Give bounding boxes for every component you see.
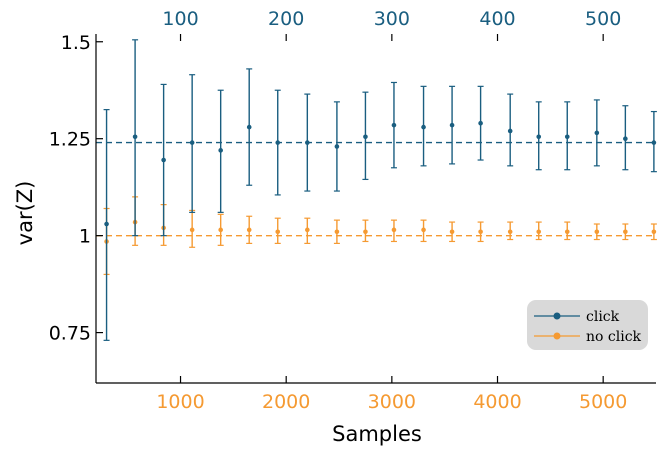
data-point-click [536, 134, 542, 140]
x-tick-label-top: 300 [374, 8, 410, 30]
x-tick-label-top: 500 [585, 8, 621, 30]
y-axis-title: var(Z) [13, 181, 37, 246]
data-point-no-click [275, 229, 281, 235]
data-point-click [246, 124, 252, 130]
data-point-click [564, 134, 570, 140]
data-point-no-click [391, 227, 397, 233]
data-point-no-click [246, 227, 252, 233]
data-point-no-click [421, 227, 426, 233]
data-point-no-click [334, 229, 340, 235]
data-point-click [104, 221, 109, 227]
legend: click no click [527, 300, 648, 350]
data-point-click [623, 136, 628, 141]
x-tick-label-bottom: 1000 [156, 391, 204, 413]
data-point-no-click [363, 229, 368, 235]
data-point-click [363, 134, 368, 140]
legend-marker-no-click [553, 332, 561, 340]
data-point-click [478, 120, 483, 126]
legend-label-no-click: no click [586, 329, 642, 345]
data-point-click [161, 157, 166, 163]
x-tick-label-bottom: 3000 [368, 391, 416, 413]
data-point-no-click [623, 229, 628, 235]
x-tick-label-top: 400 [479, 8, 515, 30]
data-point-click [391, 122, 397, 128]
data-point-click [305, 140, 310, 145]
y-tick-label: 0.75 [49, 323, 91, 345]
data-point-click [189, 140, 195, 145]
data-point-click [594, 130, 600, 136]
data-point-no-click [564, 229, 570, 235]
data-point-click [334, 144, 340, 149]
data-point-click [449, 122, 455, 128]
data-point-no-click [189, 227, 195, 233]
data-point-click [651, 140, 657, 145]
x-tick-label-bottom: 2000 [262, 391, 310, 413]
data-point-no-click [218, 227, 223, 233]
data-point-no-click [305, 227, 310, 233]
legend-label-click: click [586, 309, 620, 325]
y-tick-label: 1 [79, 226, 91, 248]
x-tick-label-top: 100 [162, 8, 198, 30]
x-tick-label-bottom: 4000 [473, 391, 521, 413]
data-point-no-click [594, 229, 600, 235]
y-tick-label: 1.25 [49, 129, 91, 151]
data-point-no-click [651, 229, 657, 235]
x-tick-label-top: 200 [268, 8, 304, 30]
y-tick-label: 1.5 [61, 32, 91, 54]
data-point-no-click [507, 229, 513, 235]
data-point-click [507, 128, 513, 134]
series-click [103, 39, 657, 341]
data-point-no-click [478, 229, 483, 235]
x-tick-label-bottom: 5000 [579, 391, 627, 413]
legend-marker-click [553, 312, 561, 320]
data-point-click [132, 134, 138, 140]
data-point-click [218, 148, 223, 153]
data-point-no-click [536, 229, 542, 235]
axes: 0.75 1 1.25 1.5 1000 2000 3000 4000 5000 100 200 30… [49, 8, 656, 413]
data-point-no-click [449, 229, 455, 235]
data-point-click [275, 140, 281, 145]
data-point-click [421, 124, 426, 130]
x-axis-title: Samples [332, 422, 422, 446]
plot-area [96, 39, 657, 341]
